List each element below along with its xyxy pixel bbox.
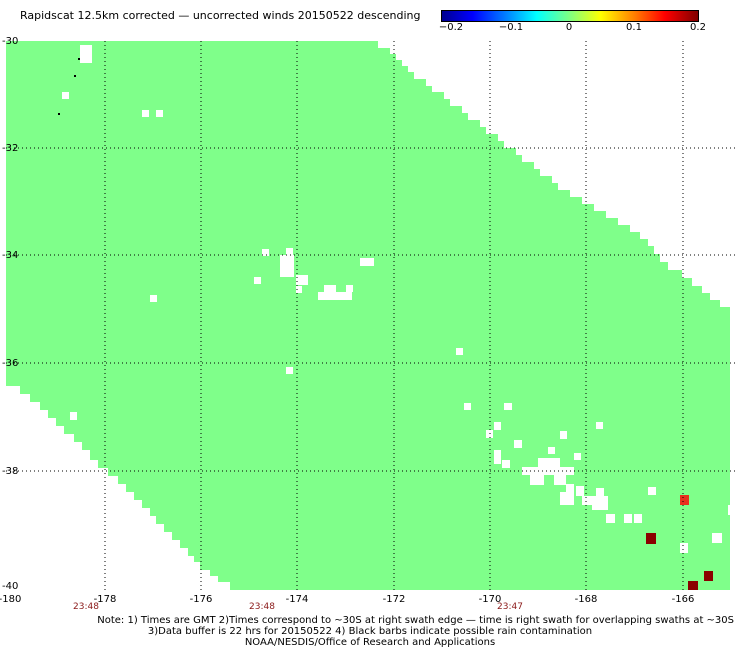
lat-label: -34 [2,250,18,261]
colorbar-tick: 0.2 [690,22,706,33]
colorbar-tick: 0 [565,22,573,33]
time-label: 23:48 [249,602,275,612]
lon-label: -178 [94,594,117,605]
swath-coverage [6,41,730,590]
lon-label: -166 [672,594,695,605]
graticule [6,41,735,590]
lon-label: -180 [0,594,21,605]
lon-label: -168 [575,594,598,605]
lat-label: -40 [2,581,18,592]
lon-label: -174 [286,594,309,605]
data-gaps [62,45,736,553]
anomaly-cell [646,533,656,544]
lat-label: -30 [2,36,18,47]
lat-label: -38 [2,466,18,477]
lon-label: -170 [479,594,502,605]
anomaly-cell [680,495,689,505]
footnote: Note: 1) Times are GMT 2)Times correspon… [0,615,740,648]
lon-label: -172 [383,594,406,605]
footnote-line: NOAA/NESDIS/Office of Research and Appli… [244,637,496,648]
time-label: 23:47 [497,602,523,612]
colorbar-tick: −0.2 [438,22,464,33]
colorbar-tick: −0.1 [498,22,524,33]
map-title: Rapidscat 12.5km corrected — uncorrected… [20,9,421,22]
colorbar-tick: 0.1 [626,22,642,33]
anomaly-cell [688,581,698,590]
footnote-line: Note: 1) Times are GMT 2)Times correspon… [97,615,734,626]
lon-label: -176 [190,594,213,605]
lat-label: -36 [2,358,18,369]
colorbar [441,10,699,22]
lat-label: -32 [2,143,18,154]
footnote-line: 3)Data buffer is 22 hrs for 20150522 4) … [147,626,593,637]
anomaly-cell [704,571,713,581]
time-label: 23:48 [73,602,99,612]
